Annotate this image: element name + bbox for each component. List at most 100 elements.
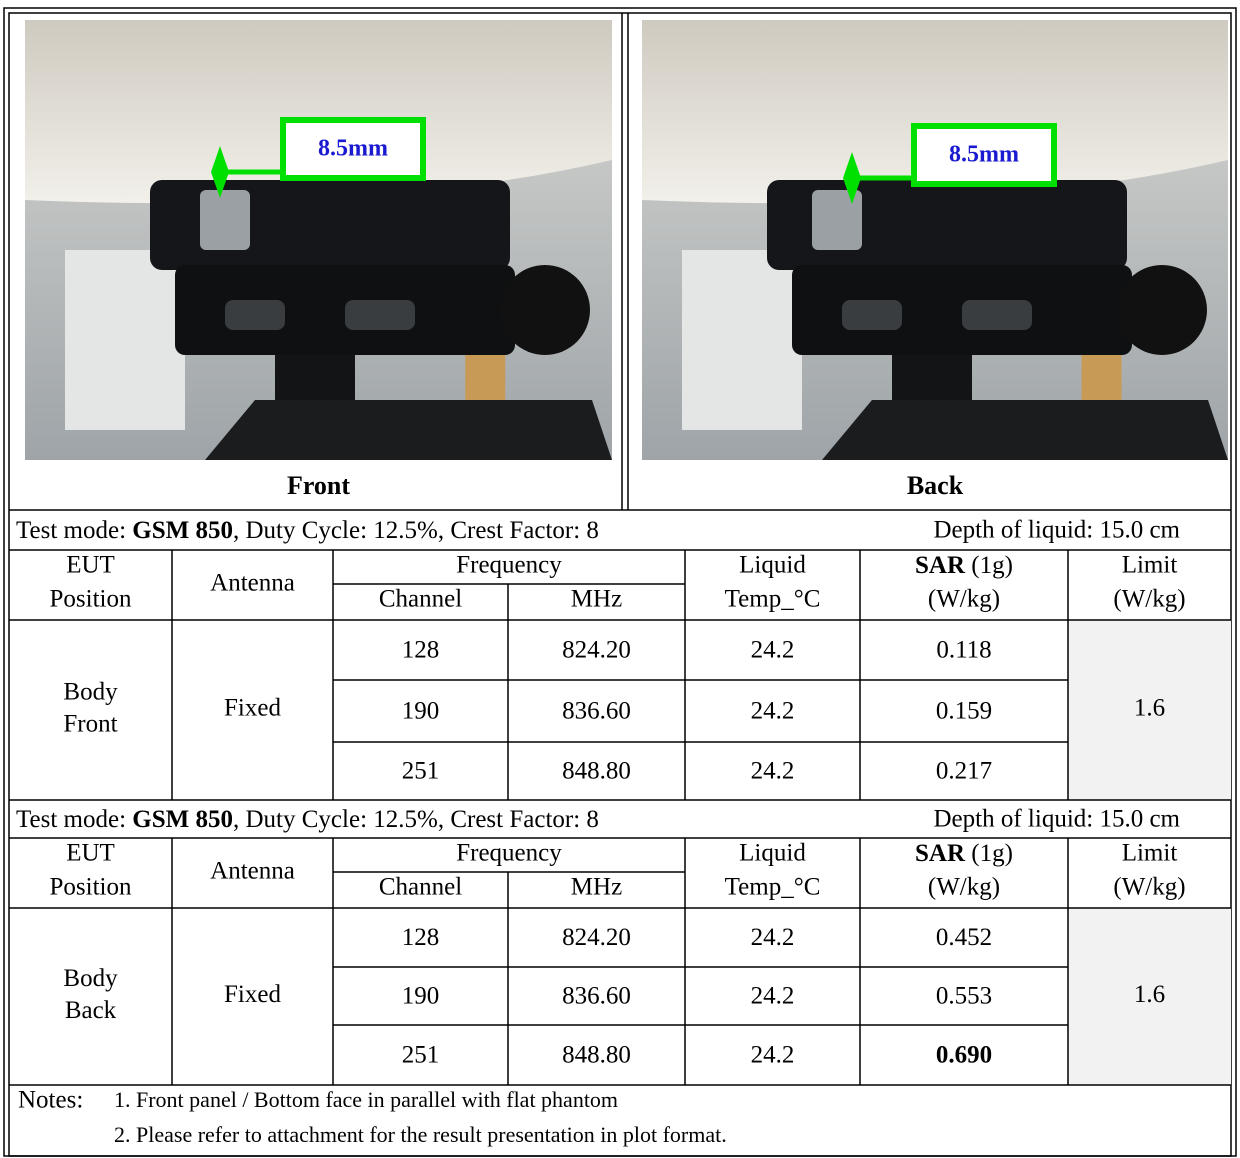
equipment <box>682 250 802 430</box>
cell-text: 0.217 <box>936 758 992 785</box>
cell-text: Front <box>63 711 117 738</box>
cell-text: (W/kg) <box>1113 586 1185 613</box>
cell-text: (W/kg) <box>928 874 1000 901</box>
slot <box>842 300 902 330</box>
cell-text: Channel <box>379 874 462 901</box>
cell-text: 24.2 <box>751 924 795 951</box>
knob <box>1117 265 1207 355</box>
cell-text: 848.80 <box>562 758 631 785</box>
cell-text: 24.2 <box>751 698 795 725</box>
cell-text: 24.2 <box>751 637 795 664</box>
cell-text: (W/kg) <box>1113 874 1185 901</box>
sar-unit: (1g) <box>965 840 1013 867</box>
cell-text: Fixed <box>224 981 281 1008</box>
cell-text: 0.690 <box>936 1042 992 1069</box>
cell-text: 0.553 <box>936 983 992 1010</box>
cell-text: Limit <box>1122 552 1178 579</box>
cell-text: 190 <box>402 983 440 1010</box>
equipment <box>65 250 185 430</box>
cell-text: 824.20 <box>562 637 631 664</box>
photo: 8.5mm <box>25 20 612 460</box>
cell-text: 0.452 <box>936 924 992 951</box>
cell-text: 24.2 <box>751 983 795 1010</box>
table <box>822 400 1228 460</box>
cell-text: MHz <box>571 586 622 613</box>
cell-text: Back <box>65 997 117 1024</box>
cell-text: 190 <box>402 698 440 725</box>
depth: Depth of liquid: 15.0 cm <box>934 806 1181 833</box>
mode-line: Test mode: GSM 850, Duty Cycle: 12.5%, C… <box>16 806 599 833</box>
cell-text: Antenna <box>210 570 295 597</box>
cell-text: 848.80 <box>562 1042 631 1069</box>
note: 2. Please refer to attachment for the re… <box>114 1122 727 1147</box>
device <box>812 190 862 250</box>
slot <box>345 300 415 330</box>
cell-text: EUT <box>66 840 115 867</box>
photo-caption: Front <box>287 471 350 500</box>
cell-text: Limit <box>1122 840 1178 867</box>
cell-text: EUT <box>66 552 115 579</box>
notes-label: Notes: <box>18 1087 83 1114</box>
cell-text: Antenna <box>210 858 295 885</box>
mode-part: GSM 850 <box>132 517 233 544</box>
cell-text: Temp_°C <box>725 874 821 901</box>
cell-text: Fixed <box>224 695 281 722</box>
label-box <box>911 123 1057 187</box>
cell-text: Liquid <box>739 840 806 867</box>
cell-text: 836.60 <box>562 698 631 725</box>
knob <box>500 265 590 355</box>
cell-text: Body <box>63 965 118 992</box>
cell-text: Frequency <box>456 552 562 579</box>
label-text: 8.5mm <box>318 136 388 162</box>
cell-text: 824.20 <box>562 924 631 951</box>
mode-part: , Duty Cycle: 12.5%, Crest Factor: 8 <box>233 517 599 544</box>
cell-text: 0.118 <box>936 637 991 664</box>
sar-header: SAR (1g) <box>915 840 1013 867</box>
cell-text: Temp_°C <box>725 586 821 613</box>
mode-line: Test mode: GSM 850, Duty Cycle: 12.5%, C… <box>16 517 599 544</box>
mode-part: Test mode: <box>16 517 132 544</box>
cell-text: Frequency <box>456 840 562 867</box>
cell-text: 24.2 <box>751 758 795 785</box>
depth: Depth of liquid: 15.0 cm <box>934 517 1181 544</box>
cell-text: Channel <box>379 586 462 613</box>
limit-cell-bg <box>1068 908 1231 1085</box>
cell-text: (W/kg) <box>928 586 1000 613</box>
slot <box>225 300 285 330</box>
mode-part: Test mode: <box>16 806 132 833</box>
note: 1. Front panel / Bottom face in parallel… <box>114 1087 618 1112</box>
label-text: 8.5mm <box>949 142 1019 168</box>
outer-border-inner <box>8 12 1232 1157</box>
cell-text: Body <box>63 679 118 706</box>
cell-text: 251 <box>402 1042 440 1069</box>
label-box <box>280 117 426 181</box>
cell-text: 251 <box>402 758 440 785</box>
limit-cell-bg <box>1068 620 1231 800</box>
sar-unit: (1g) <box>965 552 1013 579</box>
cell-text: 1.6 <box>1134 695 1165 722</box>
phantom <box>25 20 612 204</box>
cell-text: MHz <box>571 874 622 901</box>
cell-text: 128 <box>402 637 440 664</box>
sar-bold: SAR <box>915 552 966 579</box>
photo: 8.5mm <box>642 20 1228 460</box>
sar-header: SAR (1g) <box>915 552 1013 579</box>
cell-text: Liquid <box>739 552 806 579</box>
cell-text: 836.60 <box>562 983 631 1010</box>
slot <box>962 300 1032 330</box>
cell-text: 1.6 <box>1134 981 1165 1008</box>
pointer-marker <box>843 152 861 204</box>
cell-text: Position <box>50 874 132 901</box>
cell-text: 24.2 <box>751 1042 795 1069</box>
sar-bold: SAR <box>915 840 966 867</box>
mode-part: , Duty Cycle: 12.5%, Crest Factor: 8 <box>233 806 599 833</box>
photo-caption: Back <box>907 471 964 500</box>
table <box>205 400 612 460</box>
cell-text: 128 <box>402 924 440 951</box>
device <box>200 190 250 250</box>
mode-part: GSM 850 <box>132 806 233 833</box>
cell-text: Position <box>50 586 132 613</box>
pointer-marker <box>211 146 229 198</box>
